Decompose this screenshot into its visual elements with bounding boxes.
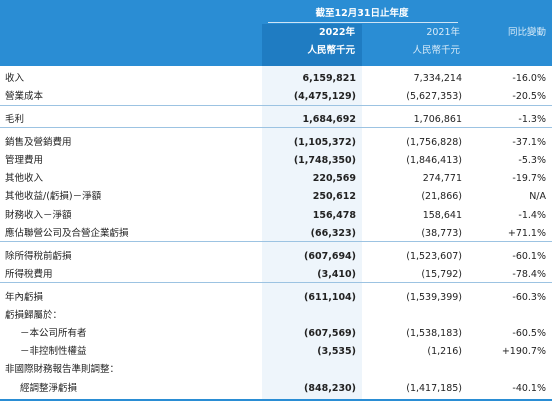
- unit-header: 人民幣千元: [307, 45, 355, 56]
- change-value: -60.5%: [512, 328, 546, 339]
- change-value: -78.4%: [512, 268, 546, 280]
- row-label: －本公司所有者: [20, 328, 87, 339]
- change-value: N/A: [529, 191, 546, 203]
- value-2021: (1,846,413): [406, 155, 462, 166]
- value-2022: 6,159,821: [302, 73, 357, 84]
- change-value: +71.1%: [507, 227, 546, 239]
- change-value: -19.7%: [512, 173, 546, 185]
- row-label: 應佔聯營公司及合營企業虧損: [5, 227, 129, 239]
- change-value: -40.1%: [512, 382, 546, 394]
- row-label: 其他收益/(虧損)－淨額: [5, 191, 102, 203]
- row-label: 毛利: [5, 114, 25, 125]
- section-rule: [0, 127, 552, 129]
- section-rule: [0, 282, 552, 284]
- row-label: 非國際財務報告準則調整：: [5, 364, 120, 376]
- change-value: -60.3%: [512, 291, 546, 303]
- header-rule: [268, 22, 458, 23]
- value-2022: 250,612: [312, 191, 356, 203]
- value-2021: 1,706,861: [413, 114, 462, 125]
- row-label: －非控制性權益: [20, 346, 87, 358]
- change-value: -1.4%: [518, 209, 546, 221]
- change-value: +190.7%: [501, 346, 546, 358]
- change-header: 同比變動: [507, 27, 546, 38]
- row-label: 財務收入－淨額: [5, 209, 72, 221]
- value-2021: (1,417,185): [406, 382, 462, 394]
- year-header: 2021年: [426, 27, 460, 38]
- row-label: 收入: [5, 73, 25, 84]
- section-rule: [0, 104, 552, 106]
- change-value: -16.0%: [512, 73, 546, 84]
- value-2021: 7,334,214: [413, 73, 462, 84]
- change-value: -37.1%: [512, 136, 546, 148]
- value-2021: (21,866): [421, 191, 462, 203]
- column-highlight: [262, 66, 362, 400]
- value-2021: 274,771: [422, 173, 462, 185]
- change-value: -20.5%: [512, 91, 546, 103]
- value-2021: (1,538,183): [406, 328, 462, 339]
- value-2021: (5,627,353): [406, 91, 462, 103]
- row-label: 銷售及營銷費用: [5, 136, 72, 148]
- value-2021: (1,523,607): [406, 250, 462, 262]
- period-header: 截至12月31日止年度: [315, 8, 409, 19]
- value-2022: 1,684,692: [302, 114, 357, 125]
- section-rule: [0, 241, 552, 243]
- change-value: -1.3%: [518, 114, 546, 125]
- value-2022: (607,569): [304, 328, 356, 339]
- value-2022: (66,323): [310, 227, 356, 239]
- value-2021: (1,539,399): [406, 291, 462, 303]
- row-label: 除所得稅前虧損: [5, 250, 72, 262]
- row-label: 虧損歸屬於：: [5, 309, 63, 321]
- value-2022: 156,478: [312, 209, 356, 221]
- value-2022: (1,105,372): [293, 136, 356, 148]
- value-2022: (607,694): [304, 250, 356, 262]
- value-2021: (15,792): [421, 268, 462, 280]
- row-label: 管理費用: [5, 155, 44, 166]
- unit-header: 人民幣千元: [412, 45, 460, 56]
- value-2022: (3,535): [317, 346, 356, 358]
- row-label: 其他收入: [5, 173, 44, 185]
- change-value: -5.3%: [518, 155, 546, 166]
- value-2022: (848,230): [304, 382, 356, 394]
- value-2021: 158,641: [422, 209, 462, 221]
- value-2021: (38,773): [421, 227, 462, 239]
- value-2022: (1,748,350): [293, 155, 356, 166]
- value-2021: (1,216): [427, 346, 462, 358]
- value-2022: (611,104): [304, 291, 356, 303]
- year-header: 2022年: [319, 27, 355, 38]
- value-2022: 220,569: [312, 173, 356, 185]
- row-label: 所得稅費用: [5, 268, 53, 280]
- value-2021: (1,756,828): [406, 136, 462, 148]
- row-label: 經調整淨虧損: [20, 382, 78, 394]
- value-2022: (4,475,129): [293, 91, 356, 103]
- row-label: 營業成本: [5, 91, 44, 103]
- table-bottom-rule: [0, 398, 552, 401]
- value-2022: (3,410): [317, 268, 356, 280]
- row-label: 年內虧損: [5, 291, 44, 303]
- header-highlight: [262, 24, 362, 66]
- change-value: -60.1%: [512, 250, 546, 262]
